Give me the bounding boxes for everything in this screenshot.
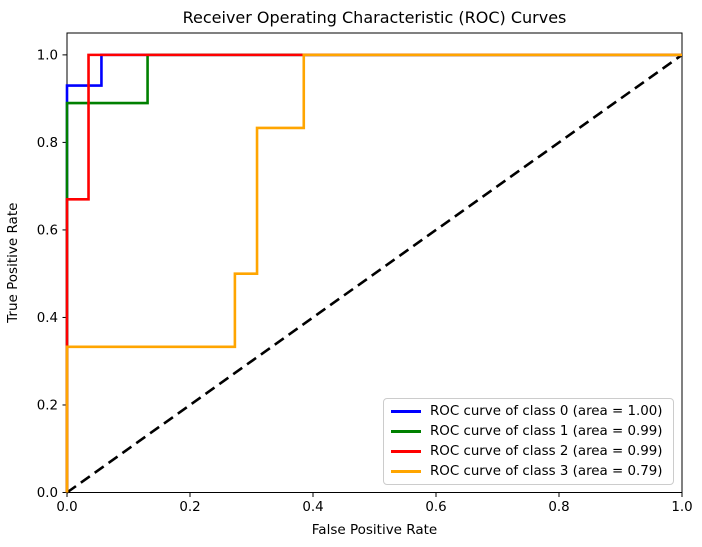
chart-title: Receiver Operating Characteristic (ROC) … [183,8,567,27]
legend-label: ROC curve of class 0 (area = 1.00) [430,404,663,420]
y-tick-label: 0.4 [37,311,58,326]
y-axis-label: True Positive Rate [5,203,21,324]
legend-item-class-2: ROC curve of class 2 (area = 0.99) [391,442,667,462]
x-axis-label: False Positive Rate [312,522,437,538]
x-tick-label: 0.6 [425,500,446,515]
x-tick-label: 0.8 [548,500,569,515]
y-tick-label: 0.6 [37,224,58,239]
legend-label: ROC curve of class 2 (area = 0.99) [430,443,663,459]
legend-label: ROC curve of class 3 (area = 0.79) [430,463,663,479]
legend-box: ROC curve of class 0 (area = 1.00) ROC cu… [383,398,674,485]
legend-item-class-0: ROC curve of class 0 (area = 1.00) [391,402,667,422]
y-tick-label: 0.8 [37,136,58,151]
legend-line-swatch [391,410,421,414]
roc-curve-class-2 [65,53,682,493]
x-tick-label: 0.4 [302,500,323,515]
legend-line-swatch [391,449,421,453]
axis-ticks: 0.0 0.2 0.4 0.6 0.8 1.0 0.0 0.2 0.4 0.6 0.8 1.0 [37,48,693,515]
x-tick-label: 0.0 [56,500,77,515]
legend-label: ROC curve of class 1 (area = 0.99) [430,424,663,440]
roc-curve-class-3 [65,53,682,493]
legend-item-class-3: ROC curve of class 3 (area = 0.79) [391,461,667,481]
legend-line-swatch [391,430,421,434]
legend-item-class-1: ROC curve of class 1 (area = 0.99) [391,422,667,442]
roc-curves [65,53,683,494]
x-tick-label: 1.0 [671,500,692,515]
legend-line-swatch [391,469,421,473]
y-tick-label: 0.0 [37,486,58,501]
y-tick-label: 0.2 [37,399,58,414]
chance-diagonal-line [66,53,683,494]
y-tick-label: 1.0 [37,48,58,63]
x-tick-label: 0.2 [179,500,200,515]
